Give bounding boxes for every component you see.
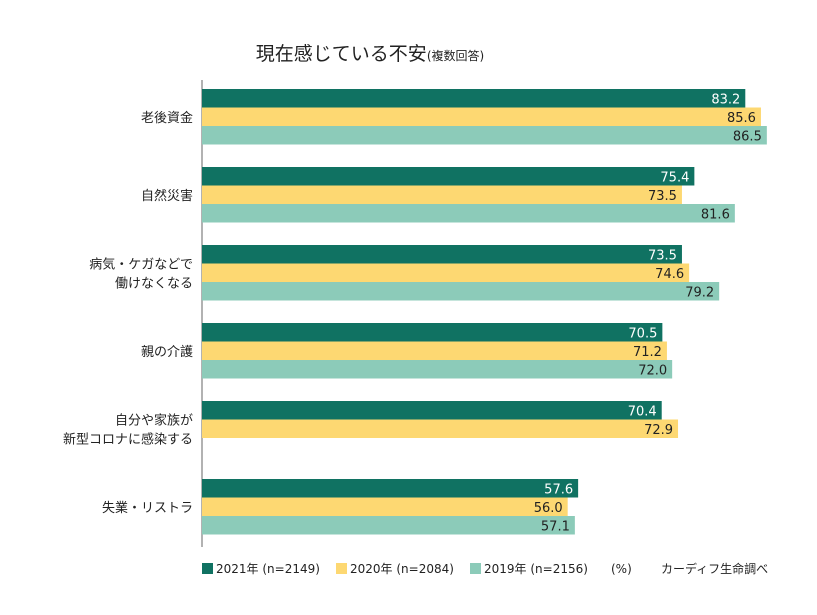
data-label: 71.2 (633, 345, 662, 360)
data-label: 70.5 (628, 327, 657, 342)
data-label: 70.4 (628, 405, 657, 420)
data-label: 74.6 (655, 267, 684, 282)
category-label: 病気・ケガなどで (89, 256, 193, 272)
bar (202, 245, 682, 264)
data-label: 81.6 (701, 208, 730, 223)
data-label: 57.1 (541, 520, 570, 535)
category-label: 老後資金 (141, 110, 193, 126)
category-label: 働けなくなる (115, 276, 193, 291)
bar (202, 282, 720, 301)
data-label: 79.2 (685, 286, 714, 301)
category-label: 親の介護 (141, 344, 193, 360)
bar (202, 401, 662, 420)
data-label: 73.5 (648, 249, 677, 264)
legend-swatch (336, 563, 347, 574)
bar (202, 479, 579, 498)
bar (202, 341, 667, 360)
bar (202, 126, 767, 145)
bar (202, 204, 735, 223)
data-label: 86.5 (733, 130, 762, 145)
unit-label: (%) (611, 562, 632, 576)
data-label: 57.6 (544, 483, 573, 498)
bar (202, 89, 746, 108)
legend-label: 2020年 (n=2084) (350, 562, 454, 576)
bar (202, 360, 673, 379)
data-label: 75.4 (660, 171, 689, 186)
source-label: カーディフ生命調べ (661, 561, 768, 576)
legend-swatch (470, 563, 481, 574)
category-label: 失業・リストラ (102, 500, 193, 516)
data-label: 56.0 (534, 501, 563, 516)
bar (202, 419, 679, 438)
bar (202, 185, 682, 204)
bar (202, 263, 690, 282)
bar (202, 497, 568, 516)
data-label: 72.9 (644, 423, 673, 438)
bar (202, 107, 761, 126)
bar (202, 167, 695, 186)
category-label: 自分や家族が (115, 412, 193, 428)
legend-swatch (202, 563, 213, 574)
category-label: 自然災害 (141, 188, 193, 204)
data-label: 73.5 (648, 189, 677, 204)
data-label: 85.6 (727, 111, 756, 126)
data-label: 83.2 (711, 93, 740, 108)
chart-subtitle: (複数回答) (427, 48, 484, 63)
legend-label: 2019年 (n=2156) (484, 562, 588, 576)
category-label: 新型コロナに感染する (63, 431, 193, 447)
chart-title: 現在感じている不安(複数回答) (256, 43, 484, 65)
data-label: 72.0 (638, 364, 667, 379)
bar (202, 323, 663, 342)
legend-label: 2021年 (n=2149) (216, 562, 320, 576)
bar (202, 516, 575, 535)
